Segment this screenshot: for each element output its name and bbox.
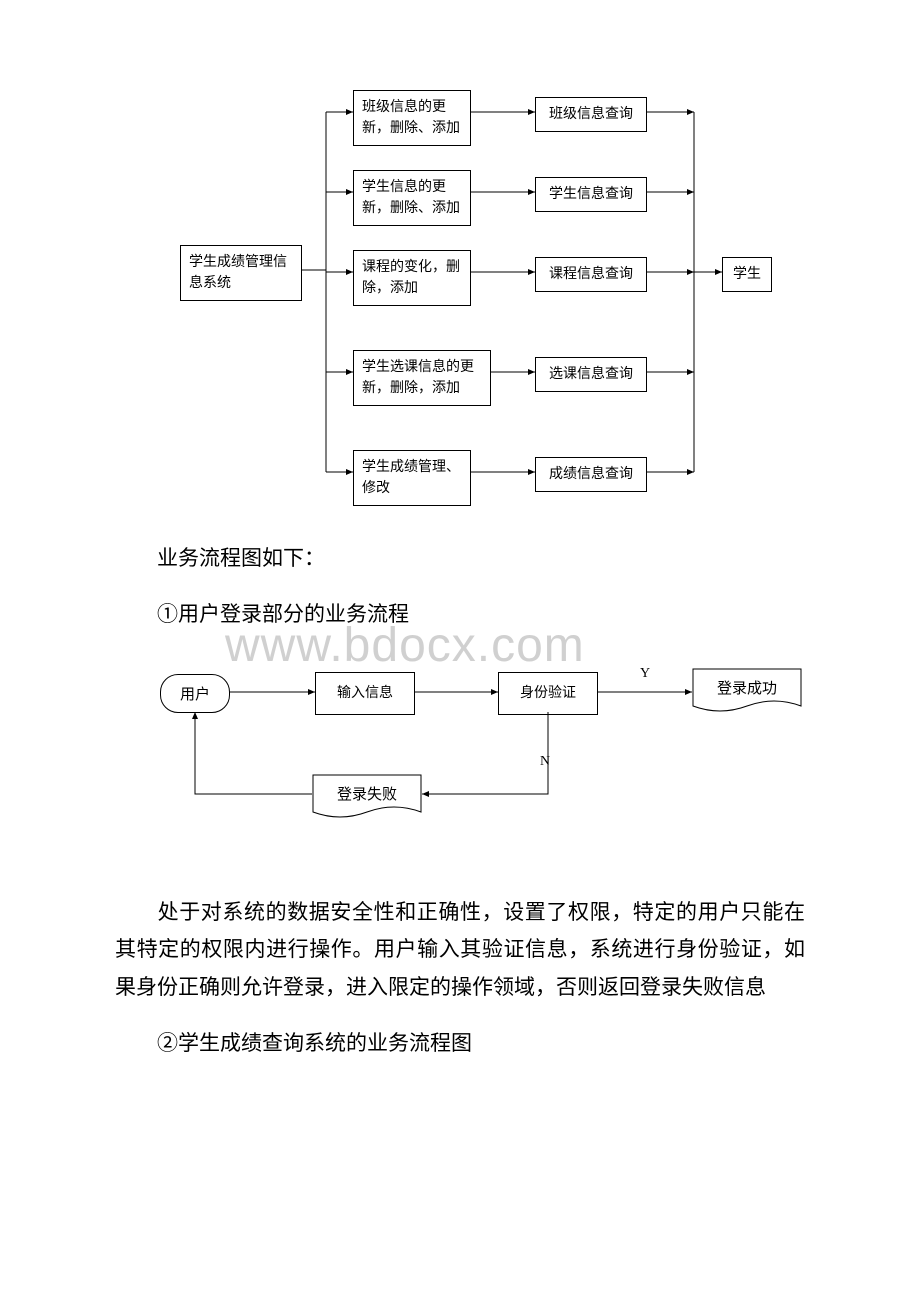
system-flow-diagram: 学生成绩管理信息系统 学生 班级信息的更新，删除、添加 班级信息查询 学生信息的…	[0, 0, 920, 520]
source-label: 学生成绩管理信息系统	[189, 255, 287, 291]
row-right-3: 选课信息查询	[535, 357, 647, 392]
subheading-1: ①用户登录部分的业务流程	[0, 596, 920, 634]
node-user: 用户	[160, 674, 230, 713]
heading-1: 业务流程图如下：	[0, 540, 920, 578]
row-left-3: 学生选课信息的更新，删除，添加	[353, 350, 491, 406]
source-box: 学生成绩管理信息系统	[180, 245, 302, 301]
target-box: 学生	[722, 257, 772, 292]
node-success: 登录成功	[692, 668, 802, 718]
row-right-4: 成绩信息查询	[535, 457, 647, 492]
target-label: 学生	[733, 267, 761, 282]
subheading-2: ②学生成绩查询系统的业务流程图	[0, 1025, 920, 1063]
node-input: 输入信息	[315, 672, 415, 715]
node-fail: 登录失败	[312, 774, 422, 824]
row-right-0: 班级信息查询	[535, 97, 647, 132]
row-right-1: 学生信息查询	[535, 177, 647, 212]
row-left-4: 学生成绩管理、修改	[353, 450, 471, 506]
row-left-0: 班级信息的更新，删除、添加	[353, 90, 471, 146]
svg-text:登录失败: 登录失败	[337, 786, 397, 803]
login-flow-diagram: 用户 输入信息 身份验证 登录成功 登录失败 Y N	[0, 634, 920, 864]
row-left-2: 课程的变化，删除，添加	[353, 250, 471, 306]
paragraph-body: 处于对系统的数据安全性和正确性，设置了权限，特定的用户只能在其特定的权限内进行操…	[0, 894, 920, 1007]
svg-text:登录成功: 登录成功	[717, 680, 777, 697]
edge-label-y: Y	[640, 666, 650, 682]
node-verify: 身份验证	[498, 672, 598, 715]
edge-label-n: N	[540, 754, 550, 770]
row-right-2: 课程信息查询	[535, 257, 647, 292]
row-left-1: 学生信息的更新，删除、添加	[353, 170, 471, 226]
